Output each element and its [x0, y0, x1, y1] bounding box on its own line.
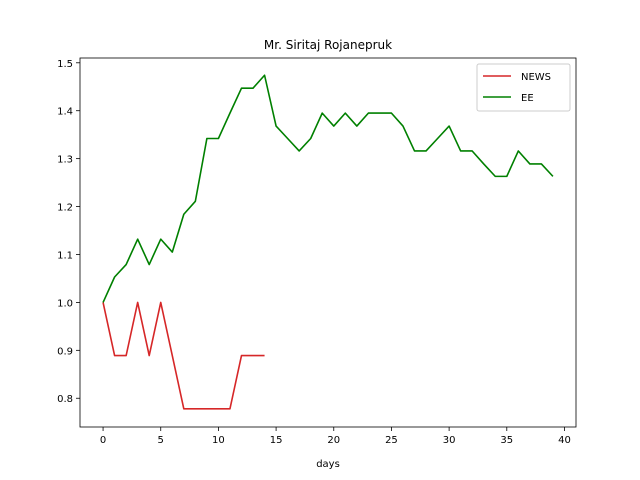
x-axis: 0 5 10 15 20 25 30 35 40 — [100, 427, 571, 446]
x-axis-label: days — [316, 459, 340, 470]
legend-label: EE — [521, 93, 534, 104]
x-tick-label: 35 — [500, 435, 513, 446]
chart-title: Mr. Siritaj Rojanepruk — [264, 38, 392, 52]
y-tick-label: 0.9 — [57, 346, 73, 357]
y-axis: 0.8 0.9 1.0 1.1 1.2 1.3 1.4 1.5 — [57, 59, 80, 405]
y-tick-label: 0.8 — [57, 394, 73, 405]
x-tick-label: 25 — [385, 435, 398, 446]
series-line-ee — [102, 74, 554, 303]
y-tick-label: 1.5 — [57, 59, 73, 70]
series-line-news — [102, 301, 265, 410]
x-tick-label: 15 — [270, 435, 283, 446]
x-tick-label: 20 — [327, 435, 340, 446]
y-tick-label: 1.4 — [57, 107, 73, 118]
y-tick-label: 1.0 — [57, 298, 73, 309]
x-tick-label: 0 — [100, 435, 106, 446]
x-tick-label: 5 — [158, 435, 164, 446]
legend: NEWS EE — [476, 63, 571, 112]
y-tick-label: 1.2 — [57, 203, 73, 214]
plot-area — [102, 74, 554, 410]
legend-label: NEWS — [521, 72, 551, 83]
y-tick-label: 1.3 — [57, 155, 73, 166]
x-tick-label: 10 — [212, 435, 225, 446]
x-tick-label: 30 — [443, 435, 456, 446]
plot-frame — [79, 57, 577, 428]
y-tick-label: 1.1 — [57, 250, 73, 261]
x-tick-label: 40 — [558, 435, 571, 446]
